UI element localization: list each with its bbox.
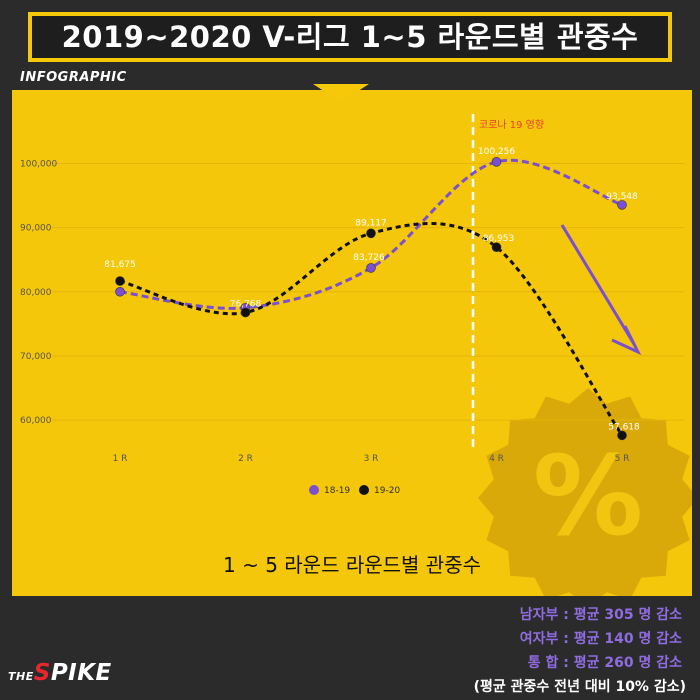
data-point — [617, 430, 627, 441]
logo-the: THE — [8, 670, 34, 683]
stat-total: 통 합 : 평균 260 명 감소 — [527, 655, 682, 671]
y-tick-label: 100,000 — [20, 159, 57, 169]
data-label: 89,117 — [355, 218, 387, 228]
data-labels: 83,726 100,256 93,548 81,675 76,768 89,117 86,… — [104, 147, 640, 433]
stat-men: 남자부 : 평균 305 명 감소 — [519, 607, 682, 623]
data-point — [491, 157, 502, 167]
grid-lines — [52, 162, 684, 421]
series-layer — [115, 157, 627, 441]
data-point — [491, 242, 502, 252]
legend: 18-19 19-20 — [309, 485, 400, 496]
data-label: 93,548 — [606, 192, 638, 202]
data-label: 76,768 — [230, 300, 262, 310]
data-label: 81,675 — [104, 260, 136, 270]
y-tick-label: 90,000 — [20, 224, 52, 234]
data-point — [366, 228, 376, 239]
data-point — [115, 276, 125, 286]
x-tick-label: 2 R — [238, 454, 253, 464]
chart-title: 1 ~ 5 라운드 라운드별 관중수 — [223, 553, 481, 577]
down-arrow-icon — [560, 224, 642, 356]
title-box: 2019~2020 V-리그 1~5 라운드별 관중수 — [28, 12, 672, 62]
annotation-label: 코로나 19 영향 — [479, 119, 544, 131]
x-tick-label: 4 R — [489, 454, 504, 464]
y-tick-label: 70,000 — [20, 352, 52, 362]
x-tick-label: 3 R — [364, 454, 379, 464]
data-label: 100,256 — [478, 147, 515, 157]
data-label: 86,953 — [483, 234, 515, 244]
legend-marker — [359, 485, 369, 495]
title-pointer — [313, 84, 369, 102]
logo-pike: PIKE — [50, 660, 112, 686]
page-title: 2019~2020 V-리그 1~5 라운드별 관중수 — [61, 20, 639, 54]
percent-badge-icon: % — [478, 388, 692, 596]
line-chart: % 60,000 70,000 80,000 90,000 100,000 1 R 2 R… — [20, 114, 692, 596]
data-point — [617, 200, 627, 210]
logo-s: S — [33, 660, 51, 686]
y-axis: 60,000 70,000 80,000 90,000 100,000 — [20, 159, 57, 426]
y-tick-label: 60,000 — [20, 416, 52, 426]
annotation: 코로나 19 영향 — [471, 114, 544, 448]
data-point — [240, 307, 251, 318]
stat-women: 여자부 : 평균 140 명 감소 — [519, 631, 682, 647]
legend-marker — [309, 485, 319, 495]
logo: THESPIKE — [8, 660, 112, 686]
data-label: 83,726 — [353, 253, 385, 263]
summary-note: (평균 관중수 전년 대비 10% 감소) — [473, 679, 686, 695]
data-point — [366, 263, 376, 273]
legend-label: 18-19 — [324, 486, 350, 496]
data-label: 57,618 — [608, 422, 640, 432]
chart-panel: % 60,000 70,000 80,000 90,000 100,000 1 R 2 R… — [12, 90, 692, 596]
x-tick-label: 1 R — [113, 454, 128, 464]
x-tick-label: 5 R — [615, 454, 630, 464]
legend-label: 19-20 — [374, 486, 400, 496]
x-axis: 1 R 2 R 3 R 4 R 5 R — [113, 454, 630, 464]
y-tick-label: 80,000 — [20, 288, 52, 298]
svg-text:%: % — [533, 432, 643, 560]
data-point — [115, 286, 125, 297]
infographic-tag: INFOGRAPHIC — [20, 70, 127, 85]
